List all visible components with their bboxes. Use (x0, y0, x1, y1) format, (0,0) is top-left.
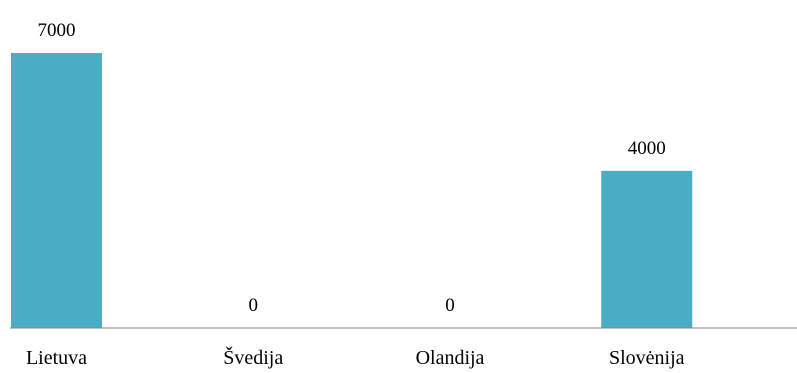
data-label-lietuva: 7000 (38, 20, 76, 41)
bar-lietuva (11, 53, 102, 328)
category-label-slovenija: Slovėnija (609, 347, 685, 369)
category-label-lietuva: Lietuva (26, 347, 87, 369)
bars-layer (11, 53, 693, 328)
category-label-olandija: Olandija (416, 347, 485, 369)
bar-slovenija (601, 170, 693, 328)
data-label-svedija: 0 (249, 295, 259, 316)
category-label-svedija: Švedija (223, 345, 283, 369)
category-labels-layer: Lietuva Švedija Olandija Slovėnija (26, 345, 685, 369)
data-labels-layer: 7000 0 0 4000 (38, 20, 666, 316)
data-label-olandija: 0 (445, 295, 455, 316)
data-label-slovenija: 4000 (628, 138, 666, 159)
